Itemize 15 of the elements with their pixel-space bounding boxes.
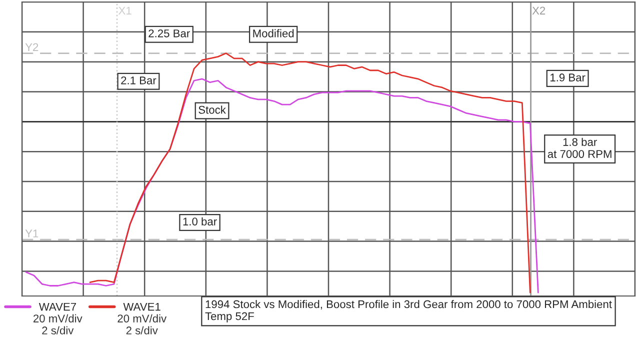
- ref-line-label: Y2: [25, 43, 38, 51]
- annotation: Stock: [198, 106, 226, 114]
- ref-line-label: Y1: [25, 230, 38, 238]
- legend-label: WAVE1: [123, 302, 160, 311]
- text: X2: [532, 6, 546, 14]
- text: Modified: [253, 29, 294, 38]
- annotation: 2.1 Bar: [121, 76, 156, 84]
- text: 20 mV/div 2 s/div: [118, 314, 167, 334]
- annotation: 1.0 bar: [183, 217, 217, 226]
- text: 1994 Stock vs Modified, Boost Profile in 3rd Gear from 2000 to 7000 RPM Ambient Temp 52F: [205, 300, 612, 322]
- text: 20 mV/div 2 s/div: [33, 314, 82, 334]
- legend-label: WAVE7: [38, 302, 76, 311]
- text: 2.25 Bar: [148, 29, 190, 38]
- annotation: 1.8 bar at 7000 RPM: [548, 138, 612, 158]
- text: 1.9 Bar: [550, 74, 586, 82]
